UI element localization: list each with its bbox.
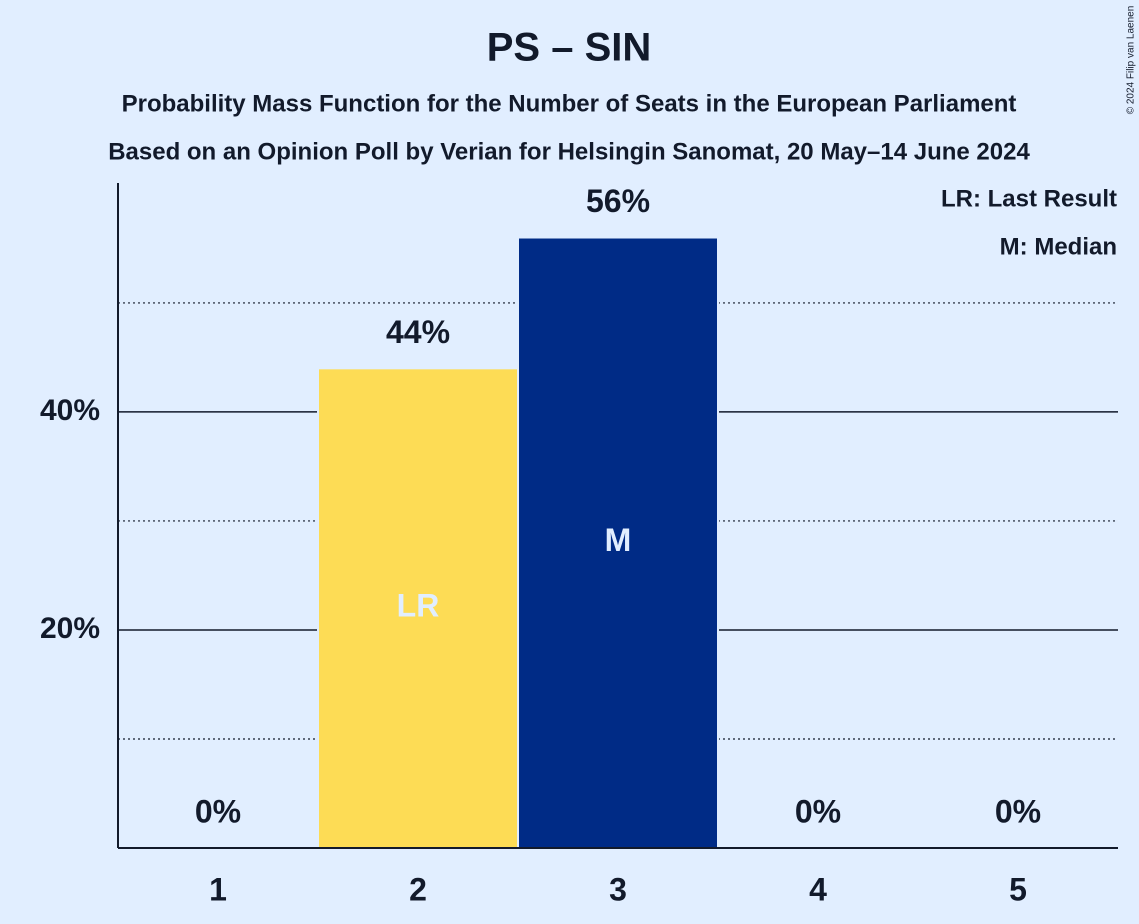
x-tick-label: 3 [609, 871, 627, 907]
y-tick-label: 20% [40, 612, 100, 645]
bar-annotation: M [605, 522, 632, 558]
data-label: 44% [386, 314, 450, 350]
chart-subtitle: Probability Mass Function for the Number… [122, 90, 1017, 117]
chart-subtitle: Based on an Opinion Poll by Verian for H… [108, 138, 1030, 165]
data-label: 0% [795, 793, 841, 829]
data-label: 56% [586, 183, 650, 219]
legend-entry: LR: Last Result [941, 185, 1117, 212]
chart-title: PS – SIN [487, 26, 652, 70]
data-label: 0% [995, 793, 1041, 829]
x-tick-label: 5 [1009, 871, 1027, 907]
y-tick-label: 40% [40, 394, 100, 427]
legend-entry: M: Median [1000, 233, 1117, 260]
x-tick-label: 1 [209, 871, 227, 907]
x-tick-label: 2 [409, 871, 427, 907]
data-label: 0% [195, 793, 241, 829]
x-tick-label: 4 [809, 871, 827, 907]
copyright: © 2024 Filip van Laenen [1126, 6, 1137, 115]
bar [317, 367, 519, 849]
bar-annotation: LR [397, 588, 440, 624]
